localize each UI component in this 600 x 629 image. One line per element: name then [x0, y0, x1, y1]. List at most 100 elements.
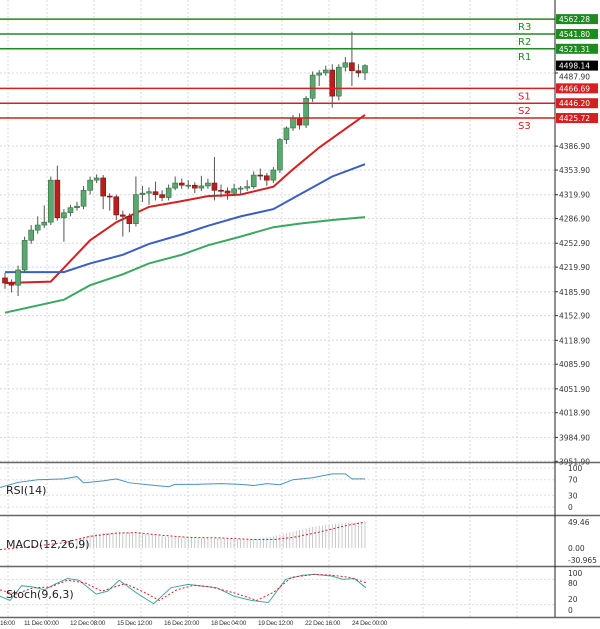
level-price-label: 4521.31	[559, 45, 590, 54]
time-tick-label: 12 Dec 08:00	[70, 620, 106, 627]
candle-body	[146, 191, 152, 194]
price-tick-label: 4118.90	[559, 336, 590, 345]
stoch-tick-label: 0	[568, 606, 573, 615]
candle-bullish	[74, 201, 80, 211]
level-label-r3: R3	[518, 22, 531, 33]
candle-bearish	[2, 272, 8, 289]
candle-bearish	[224, 187, 231, 200]
candle-bearish	[296, 113, 303, 130]
candle-body	[303, 97, 309, 126]
candle-body	[290, 117, 296, 129]
candle-body	[349, 62, 355, 72]
candle-bullish	[146, 187, 152, 205]
candle-bullish	[336, 64, 342, 101]
candle-bullish	[21, 236, 28, 273]
price-tick-label: 3984.90	[559, 433, 590, 442]
macd-tick-label: 0.00	[568, 544, 585, 553]
candle-bullish	[41, 205, 48, 228]
candle-bullish	[61, 209, 67, 242]
price-tick-label: 4051.90	[559, 385, 590, 394]
price-tick-label: 4185.90	[559, 288, 590, 297]
candle-bearish	[355, 64, 362, 78]
time-tick-label: 22 Dec 16:00	[305, 620, 341, 627]
candle-bullish	[172, 176, 178, 191]
macd-signal-line	[0, 521, 366, 551]
level-price-tag	[556, 113, 598, 124]
price-tick-label: 4018.90	[559, 409, 590, 418]
candle-bearish	[257, 168, 264, 181]
candle-body	[74, 205, 80, 208]
candle-body	[28, 229, 34, 241]
price-tick-label: 4252.90	[559, 239, 590, 248]
candle-body	[34, 224, 41, 231]
candle-body	[270, 169, 277, 181]
candle-body	[178, 182, 185, 186]
level-price-label: 4562.28	[559, 15, 590, 24]
indicators: RSI(14) MACD(12,26,9) Stoch(9,6,3)	[0, 473, 367, 605]
candle-body	[126, 216, 133, 224]
candle-bullish	[198, 175, 205, 192]
price-tick-label: 4219.90	[559, 263, 590, 272]
candle-bullish	[303, 96, 309, 128]
level-price-label: 4425.72	[559, 114, 590, 123]
moving-average-line	[5, 163, 366, 274]
candle-body	[224, 190, 231, 194]
candle-body	[172, 182, 178, 189]
macd-label: MACD(12,26,9)	[6, 538, 90, 551]
time-tick-label: 16:00	[0, 620, 15, 627]
candle-body	[316, 72, 322, 76]
candle-body	[54, 179, 61, 219]
candle-body	[113, 196, 120, 216]
candle-bullish	[15, 265, 21, 297]
candle-bullish	[309, 71, 316, 102]
level-price-label: 4466.69	[559, 84, 590, 93]
level-price-tag	[556, 28, 598, 39]
candle-body	[185, 184, 192, 187]
candle-body	[250, 174, 257, 187]
time-tick-label: 19 Dec 12:00	[258, 620, 294, 627]
candle-bearish	[106, 193, 113, 211]
candle-body	[165, 187, 172, 198]
candle-body	[93, 177, 100, 181]
moving-average-line	[4, 114, 366, 284]
candle-body	[139, 192, 146, 195]
candle-bullish	[133, 176, 139, 227]
candle-bullish	[322, 65, 329, 76]
candle-bullish	[237, 185, 244, 195]
level-label-r2: R2	[518, 37, 531, 48]
candle-body	[2, 277, 8, 284]
time-tick-label: 24 Dec 00:00	[352, 620, 388, 627]
moving-averages	[4, 114, 366, 314]
price-tick-label: 4286.90	[559, 215, 590, 224]
candle-bullish	[205, 178, 211, 189]
candle-body	[264, 175, 270, 181]
stoch-tick-label: 20	[568, 595, 578, 604]
last-price-tag	[556, 60, 598, 71]
candle-bearish	[329, 64, 336, 108]
candle-bearish	[159, 190, 165, 202]
candle-body	[362, 65, 368, 74]
pivot-levels: R3 R2 R1 S1 S2 S3	[0, 18, 555, 132]
candle-body	[277, 139, 283, 171]
candle-body	[100, 177, 106, 197]
macd-tick-label: 49.46	[568, 518, 590, 527]
candle-bullish	[67, 204, 74, 217]
candle-bearish	[349, 31, 355, 86]
candle-bullish	[277, 138, 283, 173]
level-label-r1: R1	[518, 52, 531, 63]
candle-body	[283, 127, 290, 140]
candle-bearish	[192, 182, 198, 194]
candle-body	[8, 282, 15, 286]
candle-bearish	[126, 213, 133, 233]
rsi-tick-label: 70	[568, 476, 578, 485]
candle-body	[329, 69, 336, 97]
candles	[2, 31, 368, 297]
candle-bearish	[178, 178, 185, 189]
level-price-tag	[556, 14, 598, 25]
stoch-d-line	[0, 573, 367, 601]
candle-body	[159, 194, 165, 198]
candle-body	[41, 221, 48, 226]
candle-bullish	[342, 56, 349, 72]
